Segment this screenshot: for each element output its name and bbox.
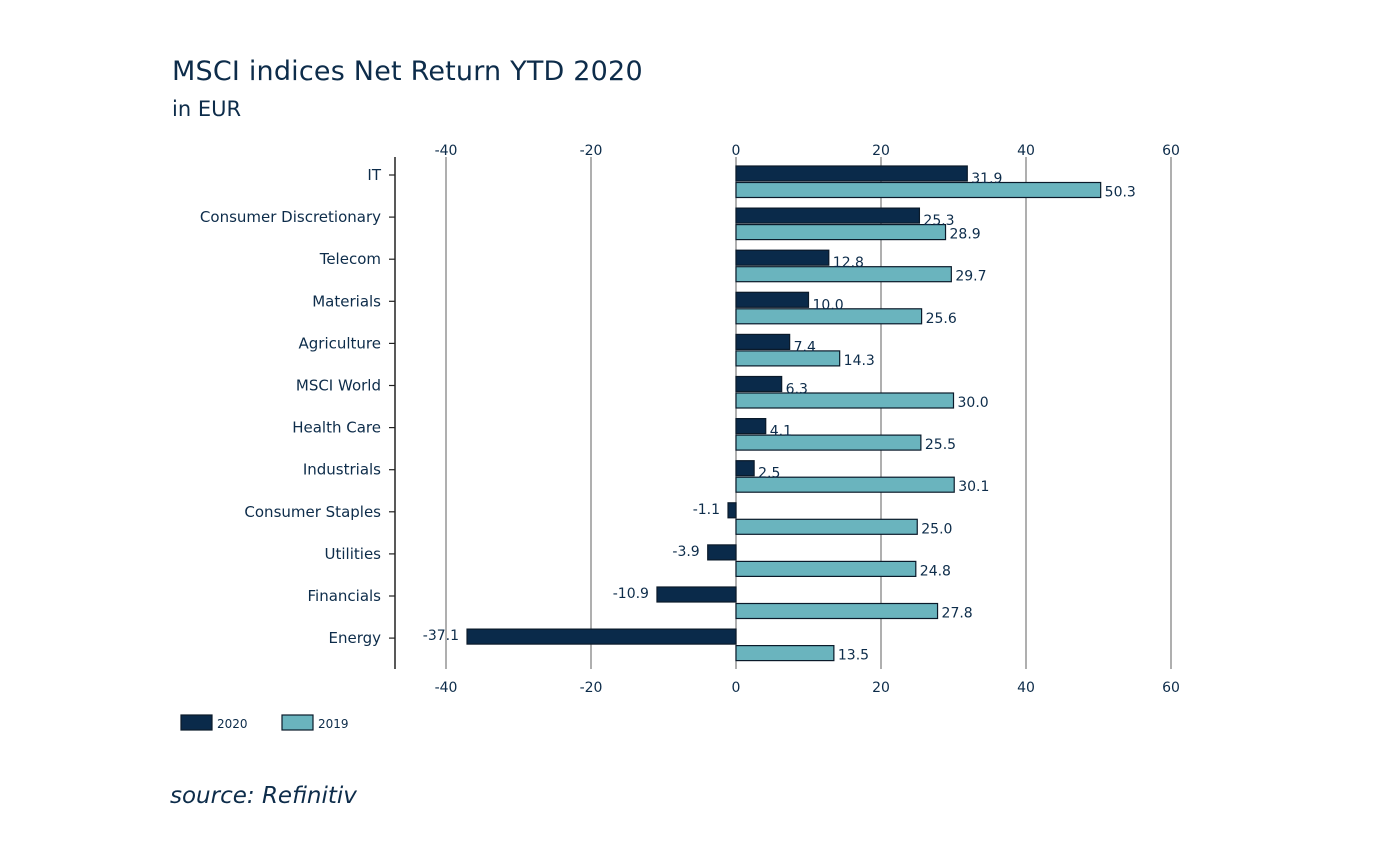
chart-title: MSCI indices Net Return YTD 2020 — [172, 56, 643, 87]
bar-2019 — [735, 518, 918, 535]
legend-swatch-2019 — [281, 714, 314, 731]
data-label-2019: 30.0 — [958, 395, 989, 411]
bar-2019 — [735, 350, 841, 367]
category-label: Energy — [328, 629, 381, 647]
x-tick-label-bottom: 20 — [872, 680, 890, 696]
x-tick-label-bottom: 40 — [1017, 680, 1035, 696]
category-label: Industrials — [303, 461, 381, 479]
data-label-2020: 31.9 — [971, 171, 1002, 187]
category-label: IT — [367, 166, 381, 184]
data-label-2019: 30.1 — [958, 479, 989, 495]
data-label-2019: 50.3 — [1105, 185, 1136, 201]
bar-2020 — [735, 418, 767, 435]
data-label-2019: 25.5 — [925, 437, 956, 453]
bar-2020 — [466, 628, 737, 645]
x-tick-label-bottom: -40 — [435, 680, 458, 696]
data-label-2020: 25.3 — [923, 213, 954, 229]
bar-2020 — [735, 375, 783, 393]
bar-2019 — [735, 181, 1102, 199]
x-tick-label-top: 20 — [872, 143, 890, 159]
data-label-2020: 2.5 — [758, 466, 780, 482]
x-tick-label-top: 0 — [732, 143, 741, 159]
category-label: Utilities — [325, 545, 382, 563]
data-label-2019: 25.0 — [921, 521, 952, 537]
bar-2019 — [735, 224, 947, 241]
bar-2020 — [735, 207, 921, 224]
legend-label-2019: 2019 — [318, 717, 349, 731]
bar-2020 — [727, 502, 737, 519]
bar-2019 — [735, 392, 955, 409]
data-label-2019: 25.6 — [926, 311, 957, 327]
legend: 2020 2019 — [180, 714, 349, 731]
data-label-2020: -1.1 — [693, 502, 720, 518]
category-label: Consumer Staples — [244, 503, 381, 521]
legend-swatch-2020 — [180, 714, 213, 731]
data-label-2020: 12.8 — [833, 255, 864, 271]
category-label: Materials — [312, 292, 381, 310]
bar-2019 — [735, 476, 955, 493]
bar-2019 — [735, 560, 917, 578]
bar-2019 — [735, 644, 835, 662]
x-tick-label-top: -40 — [435, 143, 458, 159]
category-label: Health Care — [292, 419, 381, 437]
data-label-2019: 24.8 — [920, 563, 951, 579]
category-label: Financials — [308, 587, 382, 605]
data-label-2020: -10.9 — [613, 586, 649, 602]
category-label: MSCI World — [296, 377, 381, 395]
bar-2019 — [735, 308, 923, 325]
bar-2019 — [735, 434, 922, 451]
data-label-2019: 14.3 — [844, 353, 875, 369]
x-tick-label-bottom: 60 — [1162, 680, 1180, 696]
y-axis — [389, 157, 396, 669]
x-tick-label-bottom: 0 — [732, 680, 741, 696]
gridlines — [445, 157, 1172, 669]
data-label-2019: 29.7 — [955, 269, 986, 285]
category-label: Agriculture — [299, 334, 382, 352]
labels: -40 -40 -20 -20 0 0 20 20 40 40 60 60 IT 31.9 50.3 Cons… — [200, 143, 1180, 696]
bar-2020 — [735, 333, 791, 350]
bar-2020 — [735, 249, 830, 266]
bars — [466, 165, 1102, 662]
bar-2019 — [735, 266, 952, 283]
data-label-2020: -37.1 — [423, 628, 459, 644]
bar-2019 — [735, 602, 939, 620]
data-label-2019: 13.5 — [838, 648, 869, 664]
chart-subtitle: in EUR — [172, 97, 242, 121]
source-note: source: Refinitiv — [170, 783, 357, 809]
bar-2020 — [735, 291, 810, 308]
category-label: Consumer Discretionary — [200, 208, 381, 226]
bar-2020 — [735, 460, 755, 477]
x-tick-label-top: 60 — [1162, 143, 1180, 159]
x-tick-label-bottom: -20 — [580, 680, 603, 696]
category-label: Telecom — [319, 250, 381, 268]
bar-2020 — [735, 165, 968, 182]
data-label-2020: 7.4 — [794, 339, 816, 355]
data-label-2020: 6.3 — [786, 382, 808, 398]
bar-2020 — [707, 544, 737, 561]
data-label-2020: 4.1 — [770, 424, 792, 440]
x-tick-label-top: -20 — [580, 143, 603, 159]
legend-label-2020: 2020 — [217, 717, 248, 731]
data-label-2020: 10.0 — [813, 297, 844, 313]
data-label-2019: 28.9 — [950, 227, 981, 243]
bar-2020 — [656, 586, 737, 603]
x-tick-label-top: 40 — [1017, 143, 1035, 159]
data-label-2020: -3.9 — [672, 544, 699, 560]
data-label-2019: 27.8 — [942, 606, 973, 622]
